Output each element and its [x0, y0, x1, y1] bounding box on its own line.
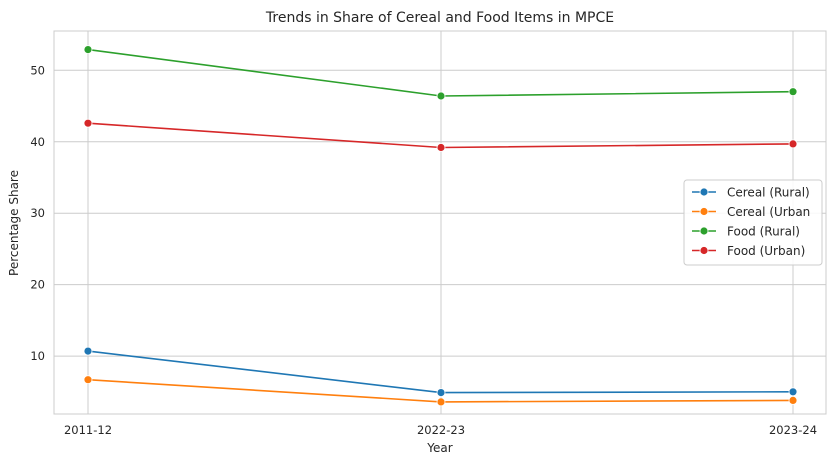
- x-axis-label: Year: [426, 441, 452, 455]
- y-axis-label: Percentage Share: [7, 170, 21, 276]
- data-point-food-rural: [788, 87, 798, 97]
- legend-marker: [699, 246, 709, 255]
- data-point-cereal-rural: [436, 388, 446, 398]
- data-point-cereal-urban: [788, 395, 798, 405]
- x-tick-label: 2011-12: [64, 423, 112, 437]
- legend-box: [683, 179, 823, 266]
- legend-label: Cereal (Rural): [727, 186, 810, 200]
- data-point-food-rural: [83, 45, 93, 54]
- data-point-food-rural: [436, 91, 446, 101]
- legend: Cereal (Rural) Cereal (Urban Food (Rural) F…: [683, 179, 823, 266]
- y-tick-label: 50: [30, 63, 45, 77]
- data-point-food-urban: [788, 139, 798, 149]
- data-point-food-urban: [436, 143, 446, 152]
- x-tick-label: 2022-23: [417, 423, 465, 437]
- legend-marker: [699, 226, 709, 236]
- legend-marker: [699, 207, 709, 216]
- legend-label: Food (Rural): [727, 225, 800, 239]
- legend-label: Cereal (Urban: [727, 205, 810, 219]
- y-tick-label: 40: [30, 135, 45, 149]
- y-tick-label: 30: [30, 206, 45, 220]
- x-tick-label: 2023-24: [769, 423, 817, 437]
- data-point-cereal-rural: [83, 346, 93, 356]
- legend-marker: [699, 187, 709, 197]
- legend-label: Food (Urban): [727, 244, 805, 258]
- data-point-food-urban: [83, 118, 93, 128]
- y-tick-label: 20: [30, 278, 45, 292]
- data-point-cereal-urban: [436, 397, 446, 407]
- data-point-cereal-rural: [788, 387, 798, 397]
- data-point-cereal-urban: [83, 375, 93, 385]
- y-tick-label: 10: [30, 349, 45, 363]
- chart-title: Trends in Share of Cereal and Food Items…: [265, 10, 614, 26]
